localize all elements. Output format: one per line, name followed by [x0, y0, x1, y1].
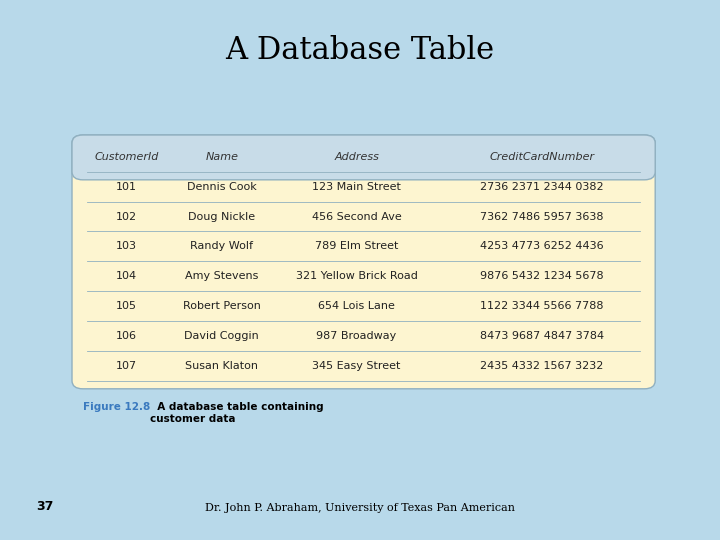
- Text: Amy Stevens: Amy Stevens: [185, 271, 258, 281]
- Text: CustomerId: CustomerId: [94, 152, 158, 163]
- Text: Susan Klaton: Susan Klaton: [185, 361, 258, 371]
- Text: 654 Lois Lane: 654 Lois Lane: [318, 301, 395, 311]
- Text: 4253 4773 6252 4436: 4253 4773 6252 4436: [480, 241, 604, 251]
- Text: Dennis Cook: Dennis Cook: [187, 181, 256, 192]
- Text: 104: 104: [116, 271, 137, 281]
- Text: 102: 102: [116, 212, 137, 221]
- Text: 106: 106: [116, 331, 137, 341]
- Text: 8473 9687 4847 3784: 8473 9687 4847 3784: [480, 331, 604, 341]
- Text: A database table containing
customer data: A database table containing customer dat…: [150, 402, 323, 424]
- Text: 456 Second Ave: 456 Second Ave: [312, 212, 402, 221]
- Text: 345 Easy Street: 345 Easy Street: [312, 361, 401, 371]
- FancyBboxPatch shape: [72, 135, 655, 389]
- Text: Dr. John P. Abraham, University of Texas Pan American: Dr. John P. Abraham, University of Texas…: [205, 503, 515, 513]
- Text: CreditCardNumber: CreditCardNumber: [490, 152, 595, 163]
- Text: David Coggin: David Coggin: [184, 331, 259, 341]
- Text: 2435 4332 1567 3232: 2435 4332 1567 3232: [480, 361, 603, 371]
- Text: A Database Table: A Database Table: [225, 35, 495, 66]
- Text: Figure 12.8: Figure 12.8: [83, 402, 150, 413]
- Text: 9876 5432 1234 5678: 9876 5432 1234 5678: [480, 271, 604, 281]
- Text: 1122 3344 5566 7788: 1122 3344 5566 7788: [480, 301, 603, 311]
- Text: Address: Address: [334, 152, 379, 163]
- Text: 321 Yellow Brick Road: 321 Yellow Brick Road: [296, 271, 418, 281]
- Text: 101: 101: [116, 181, 137, 192]
- Text: 107: 107: [116, 361, 137, 371]
- Text: Name: Name: [205, 152, 238, 163]
- Text: 987 Broadway: 987 Broadway: [317, 331, 397, 341]
- Text: 37: 37: [36, 500, 53, 513]
- Text: 789 Elm Street: 789 Elm Street: [315, 241, 398, 251]
- Text: 103: 103: [116, 241, 137, 251]
- Text: 2736 2371 2344 0382: 2736 2371 2344 0382: [480, 181, 604, 192]
- Text: 7362 7486 5957 3638: 7362 7486 5957 3638: [480, 212, 603, 221]
- Text: 105: 105: [116, 301, 137, 311]
- Text: Robert Person: Robert Person: [183, 301, 261, 311]
- Text: 123 Main Street: 123 Main Street: [312, 181, 401, 192]
- FancyBboxPatch shape: [72, 135, 655, 180]
- Text: Randy Wolf: Randy Wolf: [190, 241, 253, 251]
- Text: Doug Nickle: Doug Nickle: [188, 212, 256, 221]
